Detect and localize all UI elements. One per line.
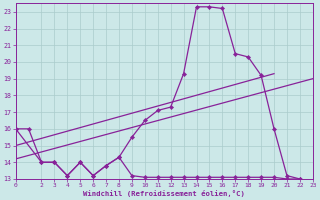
X-axis label: Windchill (Refroidissement éolien,°C): Windchill (Refroidissement éolien,°C) xyxy=(83,190,245,197)
